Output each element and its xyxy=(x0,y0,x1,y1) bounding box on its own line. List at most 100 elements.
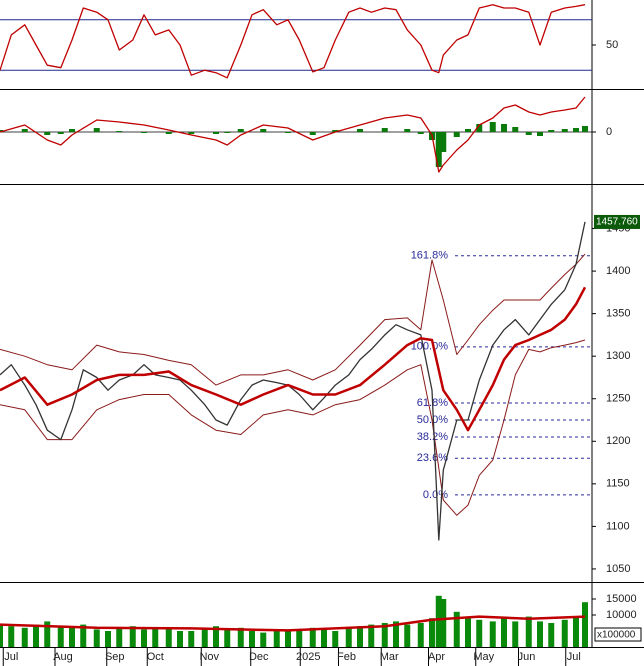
bar xyxy=(309,132,316,135)
bar xyxy=(582,602,588,647)
bar xyxy=(44,132,51,135)
bar xyxy=(237,129,244,132)
bar xyxy=(548,130,555,132)
bar xyxy=(321,629,327,647)
bar xyxy=(296,631,303,647)
bar xyxy=(512,127,519,132)
x-tick-label: Nov xyxy=(199,651,219,663)
y-tick-label: 1400 xyxy=(606,265,630,277)
bar xyxy=(165,132,172,134)
x-tick-label: Oct xyxy=(147,651,164,663)
bar xyxy=(512,621,519,647)
bar xyxy=(21,627,28,647)
bar xyxy=(573,128,579,132)
y-tick-label: 1050 xyxy=(606,563,630,575)
bar xyxy=(465,618,471,647)
fib-label: 0.0% xyxy=(423,489,448,501)
series-line xyxy=(0,4,586,79)
bar xyxy=(165,629,172,647)
series-line xyxy=(0,96,586,173)
bar xyxy=(381,623,388,647)
bar xyxy=(309,627,316,647)
bar xyxy=(501,124,507,132)
bar xyxy=(417,132,424,134)
x-tick-label: Aug xyxy=(53,651,73,663)
bar xyxy=(116,627,123,647)
bar xyxy=(188,631,195,647)
fib-label: 38.2% xyxy=(417,431,448,443)
bar xyxy=(105,631,111,647)
bar xyxy=(44,621,51,647)
bar xyxy=(548,623,555,647)
bar xyxy=(440,132,447,152)
bar xyxy=(453,611,460,647)
bar xyxy=(177,631,183,647)
bar xyxy=(345,627,352,647)
series-line xyxy=(0,221,586,541)
y-tick-label: 1150 xyxy=(606,478,630,490)
bar xyxy=(476,619,483,647)
bar xyxy=(285,629,291,647)
band-line xyxy=(0,253,586,386)
bar xyxy=(69,627,75,647)
fib-label: 23.6% xyxy=(417,452,448,464)
bar xyxy=(8,626,15,647)
bar xyxy=(435,132,442,167)
bar xyxy=(116,131,123,132)
bar xyxy=(237,627,244,647)
bar xyxy=(224,629,231,647)
x-tick-label: Jun xyxy=(518,651,536,663)
bar xyxy=(201,627,208,647)
bar xyxy=(93,128,100,132)
bar xyxy=(357,626,363,647)
bar xyxy=(93,629,100,647)
bar xyxy=(260,129,267,132)
bar xyxy=(152,627,159,647)
series-line xyxy=(0,615,586,632)
bar xyxy=(224,132,231,133)
last-price-box xyxy=(594,214,640,229)
x-tick-label: Feb xyxy=(337,651,356,663)
y-tick-label: 0 xyxy=(606,126,612,138)
x-tick-label: 2025 xyxy=(296,651,320,663)
bar xyxy=(57,626,64,647)
bar xyxy=(573,616,579,647)
last-price-label: 1457.760 xyxy=(596,217,638,228)
bar xyxy=(332,130,339,132)
bar xyxy=(404,129,411,132)
bar xyxy=(429,618,435,647)
bar xyxy=(141,629,147,647)
bar xyxy=(368,624,375,647)
bar xyxy=(188,132,195,134)
y-tick-label: 15000 xyxy=(606,593,637,605)
bar xyxy=(213,626,219,647)
fib-label: 161.8% xyxy=(411,250,449,262)
bar xyxy=(260,632,267,647)
bar xyxy=(141,132,147,133)
bar xyxy=(476,124,483,132)
y-tick-label: 1350 xyxy=(606,308,630,320)
y-tick-label: 10000 xyxy=(606,609,637,621)
bar xyxy=(525,132,532,135)
fib-label: 100.0% xyxy=(411,341,449,353)
bar xyxy=(21,129,28,132)
bar xyxy=(33,624,39,647)
x-tick-label: Jul xyxy=(567,651,581,663)
bar xyxy=(537,621,543,647)
bar xyxy=(249,631,255,647)
bar xyxy=(129,626,136,647)
bar xyxy=(561,129,568,132)
bar xyxy=(213,132,219,134)
bar xyxy=(80,624,87,647)
bar xyxy=(357,129,363,132)
bar xyxy=(381,128,388,132)
bar xyxy=(489,621,496,647)
bar xyxy=(69,129,75,132)
bar xyxy=(0,624,3,647)
bar xyxy=(435,595,442,647)
x-tick-label: Jul xyxy=(4,651,18,663)
y-tick-label: 50 xyxy=(606,39,618,51)
